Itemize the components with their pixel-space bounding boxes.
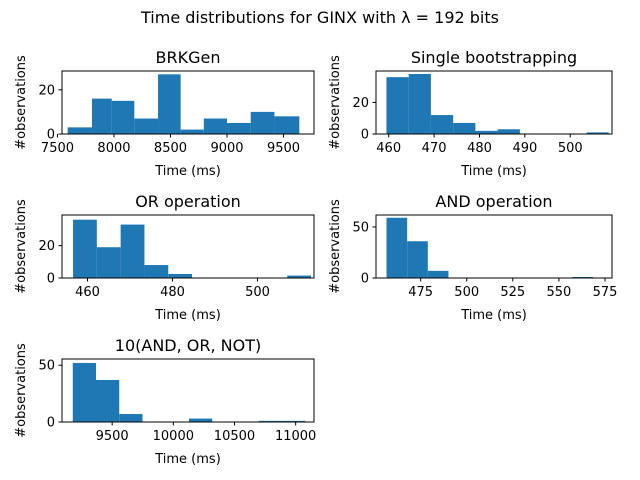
histogram-bar — [427, 270, 449, 278]
x-tick-label: 460 — [75, 285, 100, 300]
histogram-bar — [250, 111, 275, 134]
histogram-bar — [91, 98, 112, 134]
subplot-title: AND operation — [435, 192, 552, 211]
histogram-bar — [258, 420, 282, 422]
x-axis-label: Time (ms) — [460, 308, 527, 323]
x-tick-label: 7500 — [41, 141, 74, 156]
subplot-or-operation: 460 480 500 0 20 OR operation Time (ms) #observ… — [14, 192, 315, 323]
figure-title: Time distributions for GINX with λ = 192… — [140, 8, 499, 27]
histogram-bar — [226, 122, 251, 134]
histogram-bar — [386, 77, 409, 134]
x-tick-label: 480 — [160, 285, 185, 300]
subplot-title: Single bootstrapping — [411, 48, 577, 67]
subplot-title: OR operation — [135, 192, 241, 211]
y-axis-label: #observations — [14, 199, 29, 294]
subplots: 7500 8000 8500 9000 9500 0 20 BRKGen Time (ms) #o… — [14, 48, 617, 467]
histogram-bar — [453, 122, 476, 134]
histogram-bar — [119, 414, 143, 422]
histogram-bar — [274, 116, 300, 134]
x-tick-label: 460 — [376, 141, 401, 156]
histogram-bar — [408, 74, 431, 134]
x-tick-label: 575 — [593, 285, 618, 300]
axes-frame — [61, 214, 315, 279]
histogram-bar — [134, 118, 159, 134]
y-tick-label: 0 — [47, 272, 55, 287]
x-tick-label: 525 — [500, 285, 525, 300]
x-tick-label: 490 — [512, 141, 537, 156]
x-tick-label: 500 — [245, 285, 270, 300]
y-tick-label: 50 — [38, 359, 55, 374]
histogram-bar — [203, 118, 227, 134]
histogram-bar — [281, 420, 306, 422]
x-axis-label: Time (ms) — [460, 164, 527, 179]
x-tick-label: 8000 — [97, 141, 130, 156]
x-tick-label: 11000 — [275, 429, 316, 444]
axes-frame — [61, 358, 315, 423]
subplot-10-and-or-not: 9500 10000 10500 11000 0 50 10(AND, OR, NOT) Ti… — [14, 336, 316, 467]
histogram-bar — [475, 130, 498, 134]
axes-frame — [61, 70, 315, 135]
y-axis-label: #observations — [328, 55, 343, 150]
histogram-bar — [67, 127, 92, 134]
histogram-bar — [111, 100, 135, 134]
histogram-bar — [180, 129, 204, 134]
x-tick-label: 475 — [408, 285, 433, 300]
figure-title-prefix: Time distributions for GINX with λ = 192… — [140, 8, 499, 27]
subplot-title: BRKGen — [156, 48, 221, 67]
y-tick-label: 20 — [38, 239, 55, 254]
histogram-bar — [168, 273, 193, 278]
histogram-bar — [96, 380, 120, 422]
x-tick-label: 8500 — [154, 141, 187, 156]
histogram-bar — [407, 241, 428, 278]
y-axis-label: #observations — [328, 199, 343, 294]
x-tick-label: 9500 — [267, 141, 300, 156]
x-tick-label: 10000 — [153, 429, 194, 444]
y-tick-label: 20 — [38, 83, 55, 98]
y-tick-label: 0 — [47, 416, 55, 431]
subplot-and-operation: 475 500 525 550 575 0 50 AND operation Time (ms)… — [328, 192, 617, 323]
y-tick-label: 20 — [352, 96, 369, 111]
y-tick-label: 0 — [47, 128, 55, 143]
histogram-bar — [572, 276, 594, 278]
histogram-bar — [497, 129, 520, 134]
x-tick-label: 480 — [467, 141, 492, 156]
x-tick-label: 9000 — [210, 141, 243, 156]
x-tick-label: 470 — [422, 141, 447, 156]
histogram-bar — [120, 224, 145, 278]
y-axis-label: #observations — [14, 343, 29, 438]
axes-frame — [375, 214, 613, 279]
histogram-bar — [386, 217, 408, 278]
y-tick-label: 0 — [361, 128, 369, 143]
x-tick-label: 550 — [546, 285, 571, 300]
x-axis-label: Time (ms) — [154, 164, 221, 179]
histogram-bar — [188, 418, 213, 422]
histogram-bar — [96, 247, 121, 278]
histogram-bar — [586, 132, 609, 134]
x-axis-label: Time (ms) — [154, 308, 221, 323]
histogram-bar — [430, 115, 454, 134]
x-tick-label: 500 — [558, 141, 583, 156]
histogram-bar — [144, 265, 169, 278]
histogram-bar — [158, 74, 181, 134]
subplot-title: 10(AND, OR, NOT) — [115, 336, 261, 355]
y-axis-label: #observations — [14, 55, 29, 150]
histogram-bar — [287, 275, 312, 278]
x-tick-label: 9500 — [96, 429, 129, 444]
histogram-bar — [73, 219, 97, 278]
y-tick-label: 50 — [352, 220, 369, 235]
y-tick-label: 0 — [361, 272, 369, 287]
x-tick-label: 500 — [454, 285, 479, 300]
subplot-single-bootstrapping: 460 470 480 490 500 0 20 Single bootstrapping Ti… — [328, 48, 613, 179]
histogram-bar — [72, 362, 97, 422]
x-axis-label: Time (ms) — [154, 452, 221, 467]
subplot-brkgen: 7500 8000 8500 9000 9500 0 20 BRKGen Time (ms) #o… — [14, 48, 315, 179]
x-tick-label: 10500 — [214, 429, 255, 444]
